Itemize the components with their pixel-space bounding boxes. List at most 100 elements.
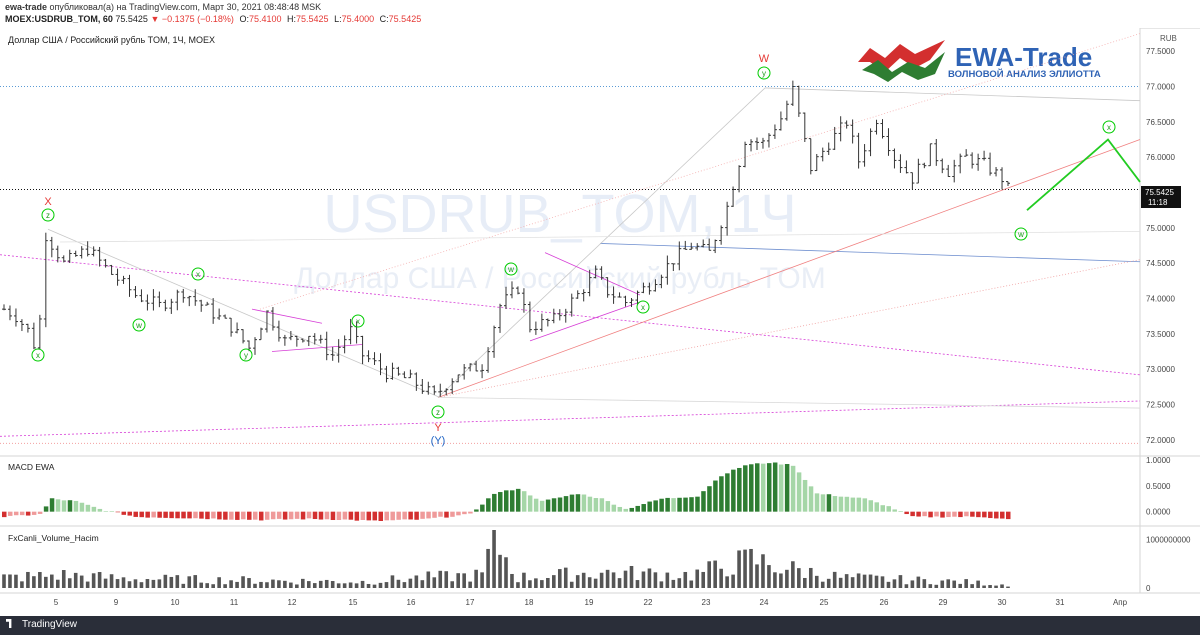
volume-bar xyxy=(910,580,915,588)
macd-bar xyxy=(31,511,37,515)
volume-bar xyxy=(647,568,652,588)
macd-bar xyxy=(509,490,515,512)
trend-line xyxy=(437,87,766,398)
price-tick: 72.5000 xyxy=(1146,401,1175,410)
price-tick: 77.0000 xyxy=(1146,83,1175,92)
volume-bar xyxy=(868,574,873,588)
volume-bar xyxy=(528,580,532,588)
macd-bar xyxy=(844,496,850,512)
macd-title: MACD EWA xyxy=(8,462,55,472)
time-tick: 17 xyxy=(466,598,475,607)
volume-bar xyxy=(139,582,144,588)
time-tick: 26 xyxy=(880,598,889,607)
symbol-label: MOEX:USDRUB_TOM, 60 xyxy=(5,14,113,24)
volume-bar xyxy=(163,574,168,588)
volume-bar xyxy=(289,582,293,588)
macd-bar xyxy=(647,501,652,512)
time-axis[interactable]: 5 9 10 11 12 15 16 17 18 19 22 23 24 25 26 29 30 31 Апр xyxy=(54,598,1128,607)
volume-bar xyxy=(1000,584,1004,588)
macd-bar xyxy=(288,511,294,520)
macd-bar xyxy=(850,497,856,512)
wave-circle xyxy=(1102,120,1116,134)
time-tick: 23 xyxy=(702,598,711,607)
macd-bar xyxy=(527,495,533,512)
macd-bar xyxy=(324,511,330,520)
volume-bar xyxy=(121,577,126,588)
volume-bar xyxy=(20,581,24,588)
wave-circle xyxy=(504,262,518,276)
volume-bar xyxy=(946,579,951,588)
macd-bar xyxy=(121,511,127,515)
volume-bar xyxy=(797,568,801,588)
volume-bar xyxy=(55,579,60,588)
macd-bar xyxy=(946,511,951,518)
trend-lines xyxy=(0,33,1141,444)
volume-bar xyxy=(898,575,903,588)
price-tick: 72.0000 xyxy=(1146,436,1175,445)
volume-bar xyxy=(205,583,209,588)
macd-bar xyxy=(928,511,933,518)
macd-bar xyxy=(916,511,921,517)
wave-label: z xyxy=(46,211,50,220)
macd-bar xyxy=(551,498,557,512)
volume-bar xyxy=(247,578,251,588)
wave-circle xyxy=(431,405,445,419)
macd-bar xyxy=(707,486,712,512)
high-value: 75.5425 xyxy=(296,14,329,24)
volume-bar xyxy=(50,574,54,588)
price-tick: 73.5000 xyxy=(1146,330,1175,339)
macd-tick: 0.0000 xyxy=(1146,508,1171,517)
channel-line xyxy=(271,344,363,352)
tradingview-logo[interactable]: TradingView xyxy=(6,619,77,630)
volume-bar xyxy=(342,583,347,588)
volume-bar xyxy=(456,573,460,588)
macd-bar xyxy=(808,486,814,512)
volume-bar xyxy=(725,576,729,588)
volume-pane: 1000000000 0 xyxy=(2,530,1191,593)
volume-bar xyxy=(587,577,592,588)
volume-bar xyxy=(731,574,735,588)
time-tick: 31 xyxy=(1056,598,1065,607)
volume-bar xyxy=(175,575,180,588)
macd-bar xyxy=(450,511,455,517)
volume-bar xyxy=(8,574,12,588)
volume-bar xyxy=(390,575,395,588)
publisher-name[interactable]: ewa-trade xyxy=(5,2,48,12)
volume-bar xyxy=(641,571,646,588)
high-label: H: xyxy=(287,14,297,24)
macd-bar xyxy=(115,511,121,513)
wave-circle xyxy=(1014,227,1028,241)
macd-bar xyxy=(671,498,676,512)
macd-bar xyxy=(492,493,497,512)
chart-canvas[interactable]: USDRUB_TOM, 1Ч Доллар США / Российский р… xyxy=(0,28,1200,616)
macd-bar xyxy=(169,511,174,519)
volume-bar xyxy=(199,582,204,588)
macd-bar xyxy=(868,500,874,512)
price-pane[interactable] xyxy=(0,28,1140,456)
volume-bar xyxy=(934,584,939,588)
volume-bar xyxy=(97,572,102,588)
volume-bar xyxy=(814,575,819,588)
volume-bar xyxy=(755,564,759,588)
macd-bar xyxy=(384,511,389,521)
macd-bar xyxy=(755,463,760,512)
volume-bar xyxy=(109,574,114,588)
macd-bar xyxy=(504,490,509,512)
macd-bar xyxy=(677,497,682,512)
macd-bar xyxy=(856,497,862,512)
macd-bar xyxy=(127,511,132,516)
volume-bar xyxy=(73,572,78,588)
volume-bar xyxy=(850,577,855,588)
volume-bar xyxy=(767,565,771,588)
macd-bar xyxy=(258,511,264,521)
volume-bar xyxy=(366,583,371,588)
macd-bar xyxy=(653,500,658,512)
volume-bar xyxy=(569,581,574,588)
price-axis[interactable]: 72.0000 72.5000 73.0000 73.5000 74.0000 74.50… xyxy=(1146,47,1175,445)
logo-tagline: ВОЛНОВОЙ АНАЛИЗ ЭЛЛИОТТА xyxy=(948,68,1101,80)
volume-bar xyxy=(103,578,108,588)
macd-bar xyxy=(958,511,963,518)
macd-bar xyxy=(79,502,85,512)
trend-line xyxy=(437,259,1141,398)
macd-bar xyxy=(438,511,443,517)
